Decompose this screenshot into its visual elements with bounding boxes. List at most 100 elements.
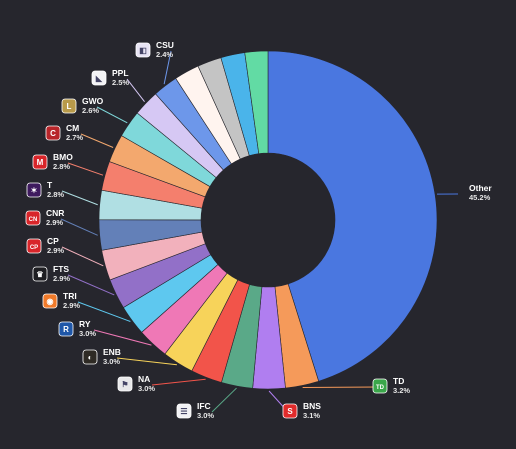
label-value: 45.2%: [469, 193, 491, 202]
svg-text:CP: CP: [30, 245, 38, 251]
label-ry: R RY3.0%: [58, 319, 96, 338]
label-name: CSU: [156, 40, 174, 50]
leader-line-gwo: [96, 106, 128, 124]
svg-text:⚑: ⚑: [121, 380, 128, 389]
label-t: ✶ T2.8%: [26, 180, 64, 199]
label-name: BMO: [53, 152, 73, 162]
labels-group: Other45.2%TDTD3.2%SBNS3.1%☰IFC3.0%⚑NA3.0…: [25, 40, 492, 420]
label-value: 2.9%: [63, 301, 80, 310]
slice-unlabeled-20[interactable]: [244, 50, 269, 154]
national-bank-logo-icon: ⚑: [117, 376, 133, 392]
telus-logo-icon: ✶: [26, 182, 42, 198]
label-name: FTS: [53, 264, 69, 274]
label-value: 3.0%: [138, 384, 155, 393]
label-value: 2.4%: [156, 50, 173, 59]
svg-text:◉: ◉: [47, 297, 54, 306]
label-value: 3.1%: [303, 411, 320, 420]
svg-text:M: M: [37, 158, 44, 167]
fortis-logo-icon: ♛: [32, 266, 48, 282]
td-logo-icon: TD: [372, 378, 388, 394]
svg-text:S: S: [287, 407, 293, 416]
leader-lines-group: [60, 50, 459, 413]
label-name: IFC: [197, 401, 211, 411]
leader-line-ppl: [126, 78, 145, 102]
label-name: RY: [79, 319, 91, 329]
slice-other[interactable]: [267, 50, 438, 382]
bmo-logo-icon: M: [32, 154, 48, 170]
label-name: CNR: [46, 208, 64, 218]
svg-text:♛: ♛: [36, 270, 43, 279]
leader-line-cnr: [60, 218, 98, 236]
leader-line-t: [61, 190, 98, 206]
leader-line-cm: [80, 133, 114, 148]
label-value: 2.8%: [53, 162, 70, 171]
pembina-logo-icon: ◣: [91, 70, 107, 86]
leader-line-enb: [116, 357, 177, 366]
svg-text:CN: CN: [29, 217, 38, 223]
enbridge-logo-icon: ◐: [82, 349, 98, 365]
label-cm: C CM2.7%: [45, 123, 83, 142]
label-value: 2.8%: [47, 190, 64, 199]
label-value: 3.0%: [79, 329, 96, 338]
leader-line-ifc: [211, 387, 237, 413]
svg-text:C: C: [50, 129, 56, 138]
leader-line-bmo: [67, 162, 104, 176]
thomson-reuters-logo-icon: ◉: [42, 293, 58, 309]
leader-line-fts: [67, 274, 115, 296]
label-name: TD: [393, 376, 404, 386]
label-value: 3.2%: [393, 386, 410, 395]
svg-text:◣: ◣: [95, 74, 103, 83]
label-na: ⚑ NA3.0%: [117, 374, 155, 393]
constellation-software-logo-icon: ◧: [135, 42, 151, 58]
label-value: 2.9%: [47, 246, 64, 255]
svg-text:☰: ☰: [180, 407, 187, 416]
cibc-logo-icon: C: [45, 125, 61, 141]
svg-text:◐: ◐: [88, 353, 93, 362]
label-name: TRI: [63, 291, 77, 301]
cpkc-logo-icon: CP: [26, 238, 42, 254]
label-value: 2.5%: [112, 78, 129, 87]
label-name: CM: [66, 123, 79, 133]
intact-logo-icon: ☰: [176, 403, 192, 419]
label-value: 2.9%: [53, 274, 70, 283]
label-name: CP: [47, 236, 59, 246]
rbc-logo-icon: R: [58, 321, 74, 337]
scotiabank-logo-icon: S: [282, 403, 298, 419]
label-value: 3.0%: [103, 357, 120, 366]
label-name: T: [47, 180, 53, 190]
great-west-lifeco-logo-icon: L: [61, 98, 77, 114]
label-name: NA: [138, 374, 150, 384]
label-name: PPL: [112, 68, 129, 78]
label-value: 2.9%: [46, 218, 63, 227]
label-name: Other: [469, 183, 492, 193]
leader-line-na: [151, 378, 206, 386]
label-name: BNS: [303, 401, 321, 411]
leader-line-ry: [93, 329, 152, 346]
leader-line-csu: [163, 50, 172, 85]
label-value: 3.0%: [197, 411, 214, 420]
leader-line-cp: [61, 246, 104, 267]
svg-text:R: R: [63, 325, 69, 334]
svg-text:TD: TD: [376, 385, 385, 391]
label-value: 2.7%: [66, 133, 83, 142]
label-name: GWO: [82, 96, 104, 106]
label-name: ENB: [103, 347, 121, 357]
label-value: 2.6%: [82, 106, 99, 115]
svg-text:◧: ◧: [139, 46, 147, 55]
svg-text:L: L: [67, 102, 72, 111]
leader-line-tri: [77, 301, 131, 322]
svg-text:✶: ✶: [31, 186, 38, 195]
